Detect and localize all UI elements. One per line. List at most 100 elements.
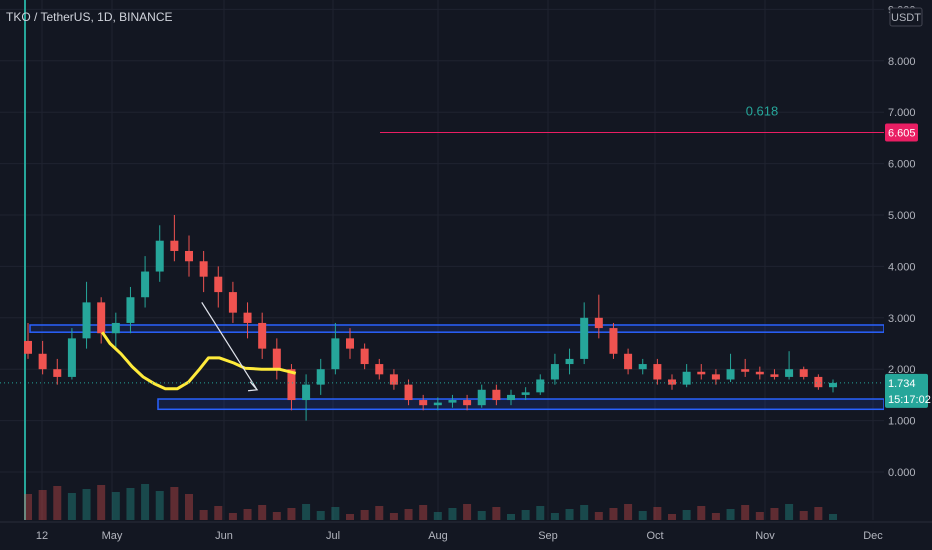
- volume-bar: [448, 508, 457, 520]
- candle-body: [214, 276, 223, 293]
- trendline[interactable]: [201, 302, 259, 392]
- volume-bar: [67, 493, 76, 520]
- volume-bar: [82, 489, 91, 520]
- trend-arrow-head: [247, 381, 259, 392]
- candle-body: [463, 400, 472, 406]
- volume-bar: [287, 508, 296, 520]
- candle-body: [829, 382, 837, 388]
- candle-body: [565, 358, 574, 365]
- volume-bar: [316, 511, 325, 520]
- y-tick-label: 2.000: [888, 364, 916, 376]
- candle-body: [477, 389, 486, 406]
- volume-bar: [536, 506, 545, 520]
- candle-body: [126, 297, 135, 323]
- candle-body: [492, 389, 501, 401]
- volume-bar: [829, 514, 837, 520]
- volume-bar: [375, 506, 384, 520]
- last-price-tag: [885, 373, 928, 408]
- ma-line[interactable]: [100, 331, 297, 391]
- currency-badge[interactable]: [889, 7, 923, 27]
- fib-price-tag-label: 6.605: [888, 128, 916, 140]
- volume-bar: [185, 494, 193, 520]
- volume-bar: [97, 485, 106, 520]
- candle-body: [346, 338, 354, 349]
- volume-bar: [258, 505, 267, 520]
- volume-bar: [594, 512, 603, 520]
- candle-body: [24, 340, 32, 354]
- last-price-label: 1.734: [888, 378, 916, 390]
- volume-bar: [507, 514, 515, 520]
- volume-bar: [404, 509, 413, 520]
- candle-body: [302, 384, 311, 401]
- candle-body: [272, 348, 281, 370]
- x-tick-label: Aug: [428, 530, 448, 542]
- volume-bar: [38, 490, 47, 520]
- volume-bar: [419, 505, 428, 520]
- volume-bar: [302, 504, 311, 520]
- candle-body: [638, 364, 647, 370]
- fib-level[interactable]: 0.618: [380, 104, 884, 134]
- candle-body: [141, 271, 150, 298]
- volume-bar: [580, 505, 589, 520]
- volume-bar: [814, 507, 823, 520]
- candle-body: [433, 402, 442, 406]
- volume-bar: [785, 504, 794, 520]
- x-tick-label: Jul: [326, 530, 340, 542]
- candle-body: [170, 240, 179, 251]
- volume-bar: [550, 513, 559, 520]
- candle-body: [419, 400, 428, 406]
- candle-body: [331, 338, 340, 370]
- x-tick-label: Nov: [755, 530, 775, 542]
- volume-bar: [711, 513, 720, 520]
- volume-bar: [697, 506, 706, 520]
- candle-body: [360, 348, 369, 365]
- candle-body: [536, 379, 545, 393]
- price-axis[interactable]: 9.0008.0007.0006.0005.0004.0003.0002.000…: [884, 0, 932, 550]
- zones[interactable]: [29, 324, 885, 411]
- candle-body: [38, 353, 47, 370]
- candle-body: [624, 353, 633, 370]
- y-tick-label: 8.000: [888, 56, 916, 68]
- volume-bar: [53, 486, 62, 520]
- candle-body: [814, 376, 823, 388]
- volume-bar: [272, 512, 281, 520]
- candle-body: [53, 369, 62, 377]
- candle-body: [609, 328, 618, 354]
- volume-bar: [199, 510, 208, 520]
- candle-body: [711, 374, 720, 380]
- volume-bar: [331, 507, 340, 520]
- volume-bar: [682, 510, 691, 520]
- y-tick-label: 6.000: [888, 159, 916, 171]
- time-axis[interactable]: 12 May Jun Jul Aug Sep Oct Nov Dec: [0, 521, 932, 550]
- resistance-zone[interactable]: [29, 324, 885, 333]
- candle-body: [726, 369, 735, 380]
- y-tick-label: 0.000: [888, 467, 916, 479]
- candle-body: [755, 371, 764, 375]
- volume-bar: [609, 508, 618, 520]
- volume-bar: [799, 511, 808, 520]
- volume-bar: [433, 512, 442, 520]
- candle-body: [697, 371, 706, 375]
- volume-bar: [770, 508, 779, 520]
- volume-bar: [521, 510, 530, 520]
- volume-bar: [228, 513, 237, 520]
- trend-arrow-line[interactable]: [201, 302, 258, 391]
- candle-body: [594, 317, 603, 329]
- y-tick-label: 7.000: [888, 107, 916, 119]
- candle-body: [375, 364, 384, 375]
- y-tick-label: 1.000: [888, 416, 916, 428]
- moving-average[interactable]: [100, 331, 297, 391]
- volume-bar: [141, 484, 150, 520]
- fib-label: 0.618: [746, 104, 779, 119]
- candle-body: [507, 394, 515, 401]
- volume-bar: [477, 511, 486, 520]
- currency-label: USDT: [891, 12, 921, 24]
- support-zone[interactable]: [157, 398, 885, 411]
- candle-body: [682, 371, 691, 385]
- x-tick-label: 12: [36, 530, 48, 542]
- y-tick-label: 5.000: [888, 210, 916, 222]
- candle-body: [404, 384, 413, 401]
- volume-bar: [170, 487, 179, 520]
